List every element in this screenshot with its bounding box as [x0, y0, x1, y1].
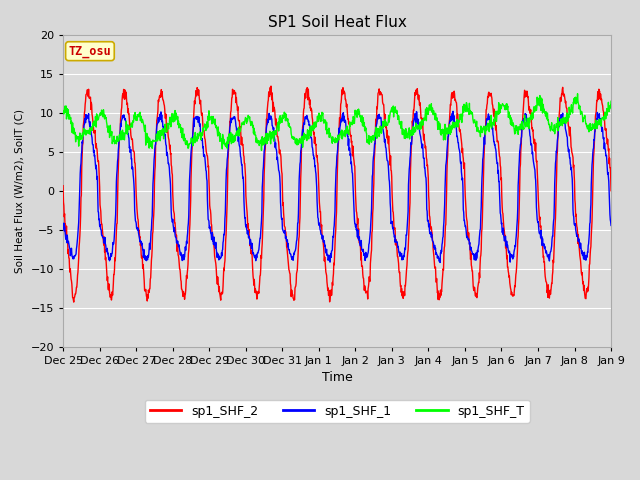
sp1_SHF_2: [70, 299, 77, 305]
sp1_SHF_1: [422, 175, 430, 180]
Line: sp1_SHF_T: sp1_SHF_T: [63, 94, 611, 150]
sp1_SHF_T: [573, 91, 581, 96]
Legend: sp1_SHF_2, sp1_SHF_1, sp1_SHF_T: sp1_SHF_2, sp1_SHF_1, sp1_SHF_T: [145, 400, 529, 423]
sp1_SHF_2: [243, 204, 250, 210]
sp1_SHF_2: [168, 170, 176, 176]
sp1_SHF_1: [495, 168, 502, 173]
sp1_SHF_2: [60, 183, 67, 189]
sp1_SHF_T: [181, 135, 189, 141]
sp1_SHF_2: [543, 281, 550, 287]
sp1_SHF_T: [243, 119, 250, 124]
Y-axis label: Soil Heat Flux (W/m2), SoilT (C): Soil Heat Flux (W/m2), SoilT (C): [15, 109, 25, 273]
sp1_SHF_T: [543, 113, 550, 119]
Line: sp1_SHF_2: sp1_SHF_2: [63, 86, 611, 302]
sp1_SHF_2: [423, 156, 431, 162]
sp1_SHF_1: [449, 108, 457, 114]
Line: sp1_SHF_1: sp1_SHF_1: [63, 111, 611, 263]
sp1_SHF_1: [60, 222, 67, 228]
sp1_SHF_1: [168, 215, 175, 221]
sp1_SHF_2: [267, 83, 275, 89]
sp1_SHF_1: [607, 223, 615, 228]
Title: SP1 Soil Heat Flux: SP1 Soil Heat Flux: [268, 15, 406, 30]
sp1_SHF_2: [182, 291, 189, 297]
sp1_SHF_1: [543, 250, 550, 256]
sp1_SHF_2: [607, 188, 615, 194]
sp1_SHF_1: [436, 260, 444, 265]
sp1_SHF_T: [607, 98, 615, 104]
sp1_SHF_2: [495, 140, 502, 145]
X-axis label: Time: Time: [322, 372, 353, 384]
sp1_SHF_1: [181, 249, 189, 254]
sp1_SHF_1: [243, 222, 250, 228]
Text: TZ_osu: TZ_osu: [68, 45, 111, 58]
sp1_SHF_T: [494, 109, 502, 115]
sp1_SHF_T: [60, 108, 67, 114]
sp1_SHF_T: [168, 115, 175, 120]
sp1_SHF_T: [422, 118, 430, 123]
sp1_SHF_T: [258, 147, 266, 153]
